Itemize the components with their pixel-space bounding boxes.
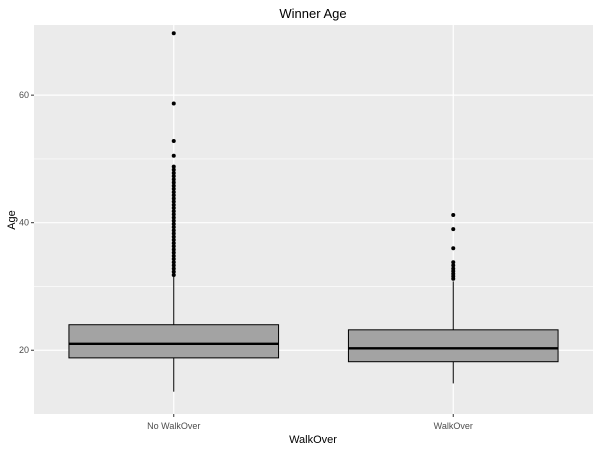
outlier-point [171, 244, 176, 249]
outlier-point [171, 202, 176, 207]
outlier-point [171, 206, 176, 211]
iqr-box [68, 324, 280, 359]
outlier-point [171, 250, 176, 255]
outlier-point [171, 241, 176, 246]
outlier-point [171, 260, 176, 265]
outlier-point [451, 266, 456, 271]
x-tick-label: WalkOver [434, 421, 473, 431]
outlier-point [451, 213, 456, 218]
outlier-point [171, 237, 176, 242]
chart-title: Winner Age [279, 6, 346, 21]
outlier-point [171, 180, 176, 185]
outlier-point [171, 272, 176, 277]
outlier-point [451, 227, 456, 232]
outlier-point [171, 218, 176, 223]
outlier-point [171, 225, 176, 230]
outlier-point [171, 212, 176, 217]
outlier-point [171, 193, 176, 198]
outlier-point [171, 170, 176, 175]
outlier-point [171, 190, 176, 195]
outlier-point [171, 231, 176, 236]
outlier-point [171, 139, 176, 144]
outlier-point [171, 263, 176, 268]
y-tick-label: 40 [19, 218, 29, 228]
outlier-point [171, 253, 176, 258]
outlier-point [171, 215, 176, 220]
outlier-point [171, 228, 176, 233]
x-axis-title: WalkOver [289, 434, 337, 446]
outlier-point [171, 183, 176, 188]
outlier-point [171, 266, 176, 271]
outlier-point [171, 31, 176, 36]
outlier-point [451, 263, 456, 268]
y-tick-label: 20 [19, 345, 29, 355]
outlier-point [171, 234, 176, 239]
iqr-box [347, 329, 559, 363]
outlier-point [451, 246, 456, 251]
outlier-point [171, 177, 176, 182]
outlier-point [171, 167, 176, 172]
y-axis-title: Age [6, 210, 18, 230]
outlier-point [171, 221, 176, 226]
outlier-point [171, 174, 176, 179]
axis-layer: 20 40 60 No WalkOver WalkOver [19, 90, 473, 431]
outlier-point [171, 101, 176, 106]
outlier-point [171, 186, 176, 191]
outlier-point [171, 199, 176, 204]
x-tick-label: No WalkOver [147, 421, 200, 431]
outlier-point [171, 209, 176, 214]
outlier-point [171, 196, 176, 201]
outlier-point [451, 260, 456, 265]
outlier-point [171, 164, 176, 169]
outlier-point [171, 247, 176, 252]
outlier-point [171, 153, 176, 158]
box-layer [68, 31, 559, 392]
outlier-point [171, 257, 176, 262]
y-tick-label: 60 [19, 90, 29, 100]
outlier-point [171, 269, 176, 274]
